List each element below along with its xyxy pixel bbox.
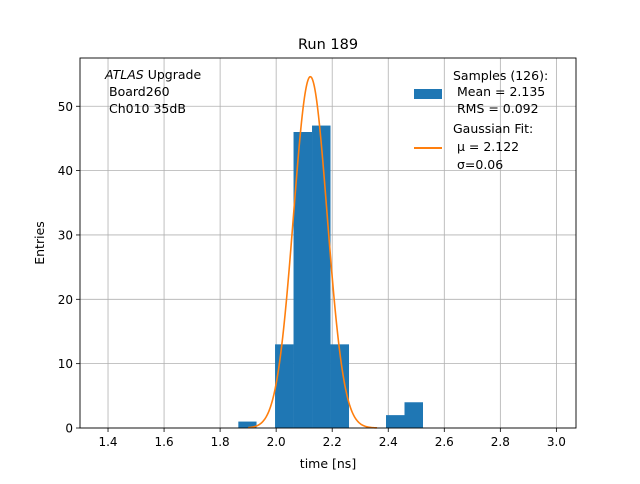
- x-tick-label: 3.0: [547, 435, 566, 449]
- annotation-line2: Board260: [109, 84, 170, 99]
- histogram-bars: [238, 125, 423, 428]
- y-axis-ticks: 0 10 20 30 40 50: [58, 100, 80, 436]
- x-tick-label: 2.4: [379, 435, 398, 449]
- chart-title: Run 189: [298, 37, 358, 53]
- annotation-line3: Ch010 35dB: [109, 101, 186, 116]
- x-tick-label: 2.0: [267, 435, 286, 449]
- histogram-bar: [275, 344, 294, 428]
- y-tick-label: 20: [58, 293, 73, 307]
- y-tick-label: 10: [58, 357, 73, 371]
- y-tick-label: 30: [58, 228, 73, 242]
- x-tick-label: 1.8: [211, 435, 230, 449]
- atlas-annotation: ATLAS Upgrade Board260 Ch010 35dB: [104, 67, 201, 116]
- histogram-bar: [330, 344, 350, 428]
- histogram-bar: [238, 421, 257, 428]
- svg-text:ATLAS Upgrade: ATLAS Upgrade: [104, 67, 201, 82]
- histogram-bar: [386, 415, 405, 428]
- y-axis-label: Entries: [32, 221, 47, 265]
- legend-fit-title: Gaussian Fit:: [453, 121, 533, 136]
- legend-samples-mean: Mean = 2.135: [453, 84, 545, 99]
- x-axis-label: time [ns]: [300, 456, 356, 471]
- gaussian-fit-curve: [248, 75, 378, 429]
- x-tick-label: 1.4: [98, 435, 117, 449]
- histogram-bar: [293, 132, 313, 428]
- legend: Samples (126): Mean = 2.135 RMS = 0.092 …: [414, 68, 548, 172]
- y-tick-label: 40: [58, 164, 73, 178]
- histogram-bar: [312, 125, 331, 428]
- y-tick-label: 50: [58, 100, 73, 114]
- legend-histogram-swatch: [414, 89, 442, 99]
- plot-frame: [79, 57, 577, 429]
- legend-fit-sigma: σ=0.06: [453, 157, 503, 172]
- y-tick-label: 0: [65, 422, 73, 436]
- x-tick-label: 2.6: [435, 435, 454, 449]
- annotation-line1-rest: Upgrade: [144, 67, 202, 82]
- legend-samples-rms: RMS = 0.092: [453, 101, 539, 116]
- x-tick-label: 1.6: [155, 435, 174, 449]
- annotation-italic: ATLAS: [104, 67, 144, 82]
- histogram-bar: [404, 402, 423, 428]
- x-tick-label: 2.8: [491, 435, 510, 449]
- x-axis-ticks: 1.4 1.6 1.8 2.0 2.2 2.4 2.6 2.8 3.0: [98, 428, 566, 449]
- legend-fit-mu: μ = 2.122: [453, 139, 519, 154]
- legend-samples-title: Samples (126):: [453, 68, 548, 83]
- x-tick-label: 2.2: [323, 435, 342, 449]
